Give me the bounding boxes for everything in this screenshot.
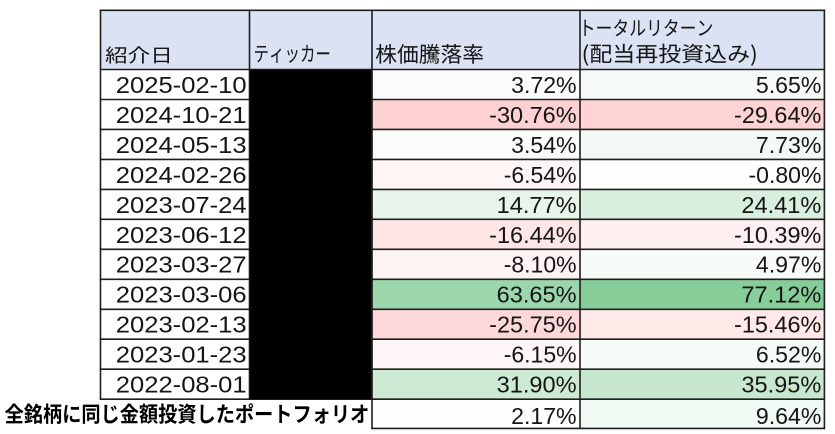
svg-text:-25.75%: -25.75% [489,312,576,338]
svg-text:2024-05-13: 2024-05-13 [116,132,247,158]
svg-text:2023-02-13: 2023-02-13 [116,312,247,338]
svg-text:-29.64%: -29.64% [734,102,821,128]
svg-text:-15.46%: -15.46% [734,312,821,338]
svg-text:9.64%: 9.64% [756,403,822,429]
svg-text:2023-03-06: 2023-03-06 [116,282,247,308]
svg-text:-6.54%: -6.54% [504,162,577,188]
svg-text:2022-08-01: 2022-08-01 [116,372,247,398]
svg-text:7.73%: 7.73% [756,132,822,158]
svg-text:35.95%: 35.95% [741,372,821,398]
svg-text:2024-02-26: 2024-02-26 [116,162,247,188]
svg-text:2023-07-24: 2023-07-24 [116,192,247,218]
svg-text:63.65%: 63.65% [497,282,577,308]
svg-text:-0.80%: -0.80% [749,162,822,188]
svg-text:-8.10%: -8.10% [504,252,577,278]
svg-text:2023-03-27: 2023-03-27 [116,252,247,278]
svg-text:4.97%: 4.97% [756,252,822,278]
svg-text:2023-06-12: 2023-06-12 [116,222,247,248]
svg-text:14.77%: 14.77% [497,192,577,218]
svg-text:3.54%: 3.54% [511,132,577,158]
svg-text:6.52%: 6.52% [756,342,822,368]
svg-text:2023-01-23: 2023-01-23 [116,342,247,368]
svg-text:31.90%: 31.90% [497,372,577,398]
svg-text:-6.15%: -6.15% [504,342,577,368]
svg-text:3.72%: 3.72% [511,72,577,98]
svg-text:-16.44%: -16.44% [489,222,576,248]
svg-text:77.12%: 77.12% [741,282,821,308]
svg-text:-10.39%: -10.39% [734,222,821,248]
svg-text:2024-10-21: 2024-10-21 [116,102,247,128]
svg-text:2.17%: 2.17% [511,403,577,429]
svg-text:5.65%: 5.65% [756,72,822,98]
svg-text:-30.76%: -30.76% [489,102,576,128]
svg-text:2025-02-10: 2025-02-10 [116,72,247,98]
svg-text:24.41%: 24.41% [741,192,821,218]
